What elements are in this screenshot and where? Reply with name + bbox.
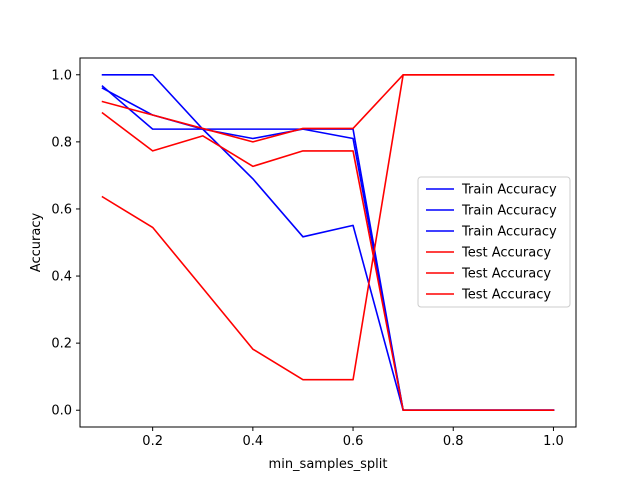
x-tick-label: 0.6 xyxy=(343,434,364,449)
x-axis: 0.2 0.4 0.6 0.8 1.0 xyxy=(142,427,564,449)
legend-label: Test Accuracy xyxy=(461,288,551,303)
y-tick-label: 0.8 xyxy=(51,135,72,150)
legend-box xyxy=(417,176,571,308)
x-tick-label: 0.4 xyxy=(243,434,264,449)
plot-frame xyxy=(79,57,577,428)
legend-label: Train Accuracy xyxy=(461,204,557,219)
series-layer xyxy=(101,73,555,412)
x-tick-label: 0.8 xyxy=(443,434,464,449)
legend-label: Train Accuracy xyxy=(461,225,557,240)
legend: Train Accuracy Train Accuracy Train Accura… xyxy=(417,176,571,308)
y-tick-label: 1.0 xyxy=(51,68,72,83)
x-axis-label: min_samples_split xyxy=(269,457,388,472)
series-line-5 xyxy=(101,73,555,143)
series-line-6 xyxy=(101,73,555,381)
y-tick-label: 0.6 xyxy=(51,202,72,217)
y-axis-label: Accuracy xyxy=(29,213,44,273)
legend-label: Test Accuracy xyxy=(461,267,551,282)
y-tick-label: 0.2 xyxy=(51,337,72,352)
legend-label: Test Accuracy xyxy=(461,246,551,261)
y-tick-label: 0.0 xyxy=(51,404,72,419)
x-tick-label: 0.2 xyxy=(142,434,163,449)
x-tick-label: 1.0 xyxy=(543,434,564,449)
legend-label: Train Accuracy xyxy=(461,183,557,198)
y-axis: 0.0 0.2 0.4 0.6 0.8 1.0 xyxy=(51,68,80,419)
y-tick-label: 0.4 xyxy=(51,270,72,285)
series-line-4 xyxy=(101,111,555,412)
